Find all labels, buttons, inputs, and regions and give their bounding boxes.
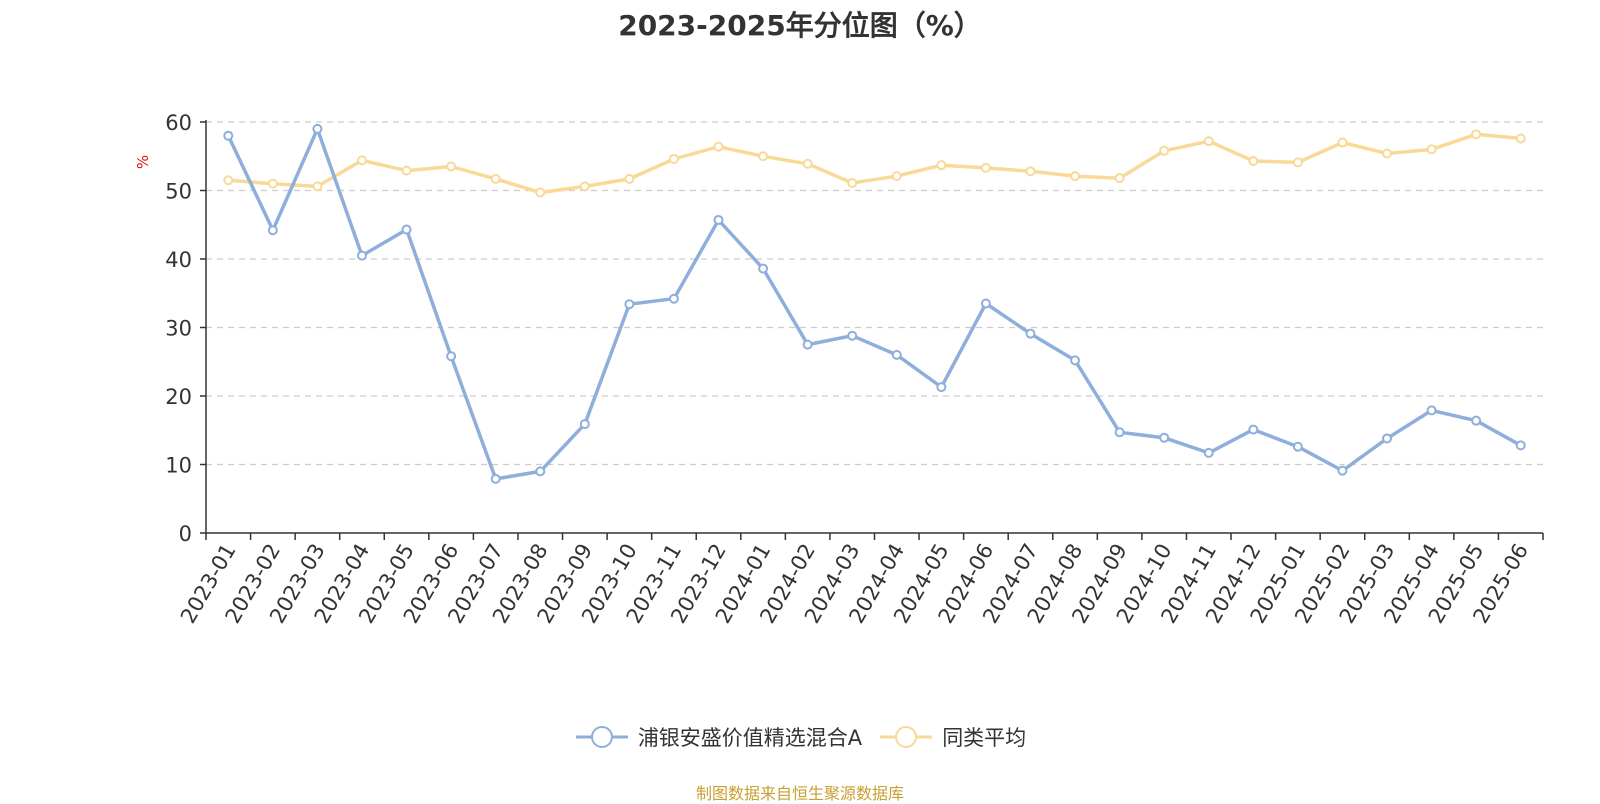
data-point	[668, 153, 679, 164]
legend-swatch-icon	[880, 726, 933, 748]
data-point	[401, 165, 412, 176]
data-point	[1248, 156, 1259, 167]
data-point	[936, 160, 947, 171]
data-point	[446, 351, 457, 362]
y-tick-label: 10	[165, 454, 192, 478]
data-point	[1515, 133, 1526, 144]
chart-title: 2023-2025年分位图（%）	[618, 9, 982, 42]
data-point	[847, 330, 858, 341]
data-point	[980, 162, 991, 173]
series-layer	[223, 123, 1526, 484]
data-point	[1159, 432, 1170, 443]
data-point	[267, 225, 278, 236]
data-point	[1070, 171, 1081, 182]
data-point	[223, 175, 234, 186]
source-note: 制图数据来自恒生聚源数据库	[695, 784, 904, 803]
series-group	[223, 123, 1526, 484]
data-point	[490, 473, 501, 484]
data-point	[668, 293, 679, 304]
data-point	[356, 250, 367, 261]
legend-item[interactable]: 同类平均	[878, 722, 1026, 752]
legend-swatch-icon	[575, 726, 628, 748]
legend-label: 浦银安盛价值精选混合A	[637, 726, 863, 750]
legend-label: 同类平均	[942, 726, 1027, 750]
y-axis-label: %	[134, 155, 152, 169]
series-line	[226, 132, 1523, 195]
data-point	[1114, 173, 1125, 184]
data-point	[1203, 447, 1214, 458]
data-point	[891, 349, 902, 360]
data-point	[1203, 136, 1214, 147]
data-point	[356, 155, 367, 166]
data-point	[713, 141, 724, 152]
y-tick-label: 60	[165, 111, 192, 135]
data-point	[624, 173, 635, 184]
data-point	[1337, 465, 1348, 476]
y-tick-label: 0	[179, 522, 192, 546]
data-point	[267, 178, 278, 189]
data-point	[758, 151, 769, 162]
data-point	[1292, 157, 1303, 168]
data-point	[223, 130, 234, 141]
data-point	[624, 299, 635, 310]
data-point	[1248, 424, 1259, 435]
data-point	[1159, 145, 1170, 156]
series-group	[223, 129, 1526, 198]
legend-item[interactable]: 浦银安盛价值精选混合A	[574, 722, 862, 752]
data-point	[1292, 441, 1303, 452]
y-tick-label: 20	[165, 385, 192, 409]
y-tick-label: 30	[165, 317, 192, 341]
data-point	[1337, 137, 1348, 148]
data-point	[490, 173, 501, 184]
series-line	[226, 127, 1523, 481]
data-point	[312, 181, 323, 192]
data-point	[802, 158, 813, 169]
y-tick-label: 40	[165, 248, 192, 272]
data-point	[535, 187, 546, 198]
data-point	[446, 161, 457, 172]
data-point	[1070, 355, 1081, 366]
data-point	[1025, 166, 1036, 177]
data-point	[847, 177, 858, 188]
y-tick-label: 50	[165, 180, 192, 204]
data-point	[1382, 148, 1393, 159]
data-point	[312, 123, 323, 134]
data-point	[1515, 440, 1526, 451]
data-point	[980, 298, 991, 309]
data-point	[758, 263, 769, 274]
data-point	[579, 181, 590, 192]
data-point	[936, 382, 947, 393]
data-point	[579, 419, 590, 430]
data-point	[891, 171, 902, 182]
data-point	[1426, 144, 1437, 155]
data-point	[1114, 427, 1125, 438]
gridlines	[206, 121, 1543, 466]
data-point	[401, 224, 412, 235]
axes: 0102030405060%2023-012023-022023-032023-…	[134, 111, 1544, 627]
data-point	[1025, 328, 1036, 339]
data-point	[1426, 405, 1437, 416]
data-point	[535, 466, 546, 477]
data-point	[713, 214, 724, 225]
data-point	[1471, 129, 1482, 140]
legend: 浦银安盛价值精选混合A 同类平均	[0, 722, 1600, 755]
data-point	[802, 339, 813, 350]
data-point	[1471, 415, 1482, 426]
data-point	[1382, 433, 1393, 444]
